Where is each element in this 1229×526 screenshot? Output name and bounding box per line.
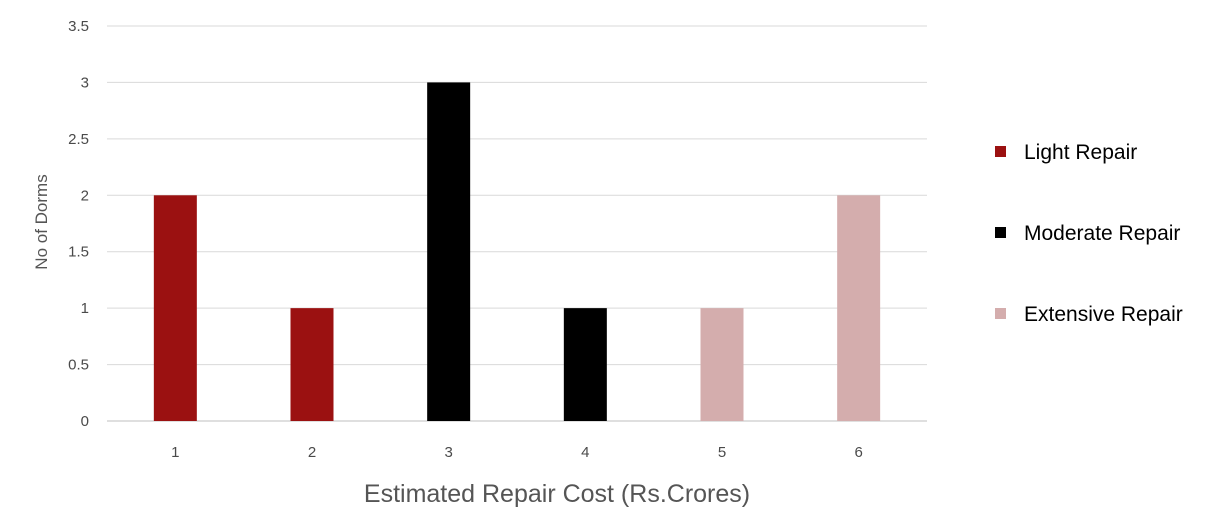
y-tick-label: 1.5 bbox=[68, 244, 89, 261]
legend-label: Light Repair bbox=[1024, 141, 1137, 164]
y-tick-label: 2 bbox=[81, 187, 89, 204]
bar bbox=[700, 308, 744, 421]
legend-swatch bbox=[995, 308, 1006, 319]
bar bbox=[837, 195, 881, 421]
y-tick-label: 2.5 bbox=[68, 131, 89, 148]
bars bbox=[153, 82, 881, 421]
legend-swatch bbox=[995, 146, 1006, 157]
x-tick-label: 6 bbox=[854, 444, 862, 461]
gridlines bbox=[107, 25, 927, 422]
bar bbox=[290, 308, 334, 421]
y-axis-title: No of Dorms bbox=[32, 174, 51, 269]
x-tick-label: 1 bbox=[171, 444, 179, 461]
y-axis-ticks: 0 0.5 1 1.5 2 2.5 3 3.5 bbox=[68, 18, 89, 430]
x-tick-label: 3 bbox=[444, 444, 452, 461]
bar bbox=[153, 195, 197, 421]
x-tick-label: 2 bbox=[308, 444, 316, 461]
legend: Light Repair Moderate Repair Extensive Rep… bbox=[995, 141, 1183, 326]
legend-label: Moderate Repair bbox=[1024, 222, 1180, 245]
bar bbox=[427, 82, 471, 421]
legend-swatch bbox=[995, 227, 1006, 238]
y-tick-label: 3 bbox=[81, 74, 89, 91]
legend-label: Extensive Repair bbox=[1024, 303, 1183, 326]
x-axis-ticks: 1 2 3 4 5 6 bbox=[171, 444, 863, 461]
y-tick-label: 0.5 bbox=[68, 357, 89, 374]
x-tick-label: 4 bbox=[581, 444, 589, 461]
y-tick-label: 3.5 bbox=[68, 18, 89, 35]
y-tick-label: 1 bbox=[81, 300, 89, 317]
x-tick-label: 5 bbox=[718, 444, 726, 461]
y-tick-label: 0 bbox=[81, 413, 89, 430]
bar bbox=[563, 308, 607, 421]
x-axis-title: Estimated Repair Cost (Rs.Crores) bbox=[364, 480, 750, 508]
